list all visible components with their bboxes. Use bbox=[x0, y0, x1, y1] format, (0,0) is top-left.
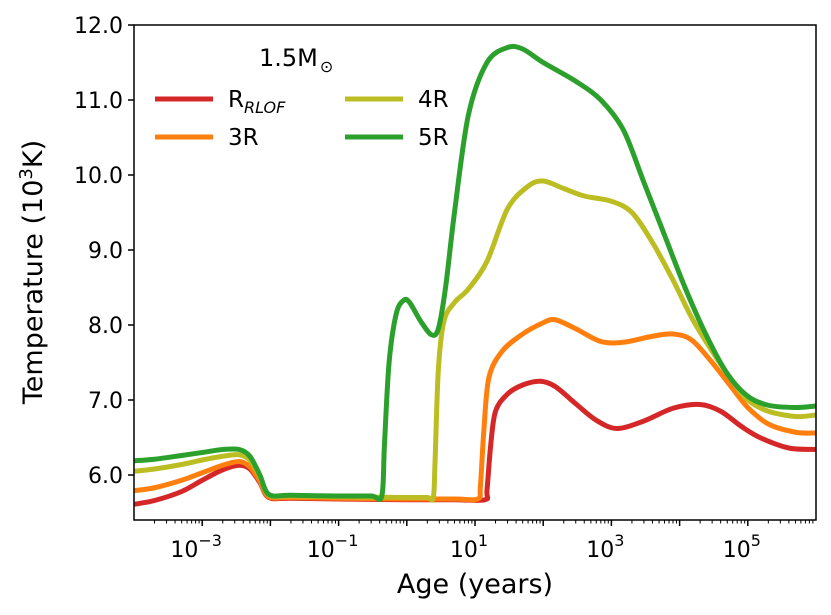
y-axis-title: Temperature (103K) bbox=[16, 140, 49, 405]
y-tick-label: 12.0 bbox=[74, 14, 123, 39]
mass-annotation: 1.5M ⊙ bbox=[259, 44, 333, 76]
y-tick-label: 6.0 bbox=[88, 464, 123, 489]
legend-label: 5R bbox=[418, 125, 449, 151]
y-tick-label: 8.0 bbox=[88, 314, 123, 339]
ticks-layer: 6.0 7.0 8.0 9.0 10.0 11.0 12.0 10−3 10−1 101 103 10… bbox=[74, 14, 814, 563]
legend-label: 4R bbox=[418, 87, 449, 113]
legend-label: 3R bbox=[228, 125, 259, 151]
x-axis-title: Age (years) bbox=[397, 569, 553, 600]
x-tick-label: 103 bbox=[586, 531, 624, 563]
y-tick-label: 9.0 bbox=[88, 239, 123, 264]
x-tick-label: 101 bbox=[450, 531, 488, 563]
series-line-3 bbox=[133, 43, 817, 503]
x-tick-label: 105 bbox=[723, 531, 761, 563]
legend-label: RRLOF bbox=[228, 87, 286, 117]
series-line-2 bbox=[133, 178, 817, 503]
y-tick-label: 10.0 bbox=[74, 164, 123, 189]
x-tick-label: 10−1 bbox=[307, 531, 359, 563]
y-tick-label: 11.0 bbox=[74, 89, 123, 114]
series-line-1 bbox=[133, 316, 817, 503]
x-tick-label: 10−3 bbox=[170, 531, 222, 563]
legend: RRLOF 3R 4R 5R bbox=[155, 87, 449, 151]
y-tick-label: 7.0 bbox=[88, 389, 123, 414]
series-layer bbox=[133, 43, 817, 507]
series-line-0 bbox=[133, 378, 817, 507]
